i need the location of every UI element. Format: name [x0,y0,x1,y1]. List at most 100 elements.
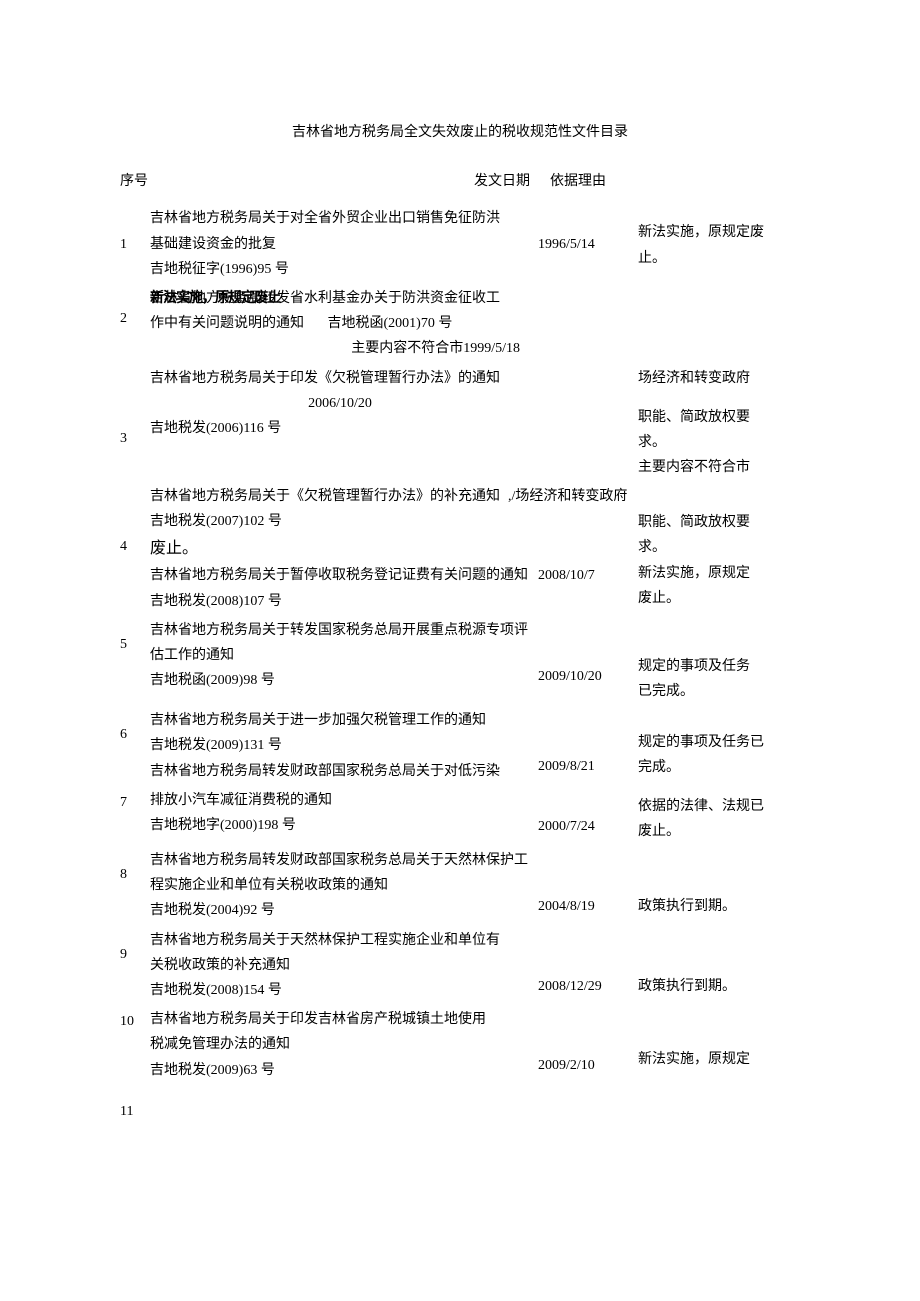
name-line: 吉林省地方税务局关于对全省外贸企业出口销售免征防洪 [150,206,530,231]
header-name: 发文日期 [150,169,550,194]
reason-line: 新法实施，原规定废 [638,220,800,245]
name-line: 程实施企业和单位有关税收政策的通知 [150,873,530,898]
mid-line: 主要内容不符合市1999/5/18 [150,336,530,361]
name-line: 吉地税地字(2000)198 号 [150,813,530,838]
overlay-line: 新法实施，原规定废止 [150,286,280,311]
row-name: 吉林省地方税务局关于印发《欠税管理暂行办法》的通知 2006/10/20 吉地税… [150,366,538,442]
row-name: 吉林省地方税务局关于转发国家税务总局开展重点税源专项评 估工作的通知 吉地税函(… [150,618,538,694]
reason-line: 求。 [638,535,800,560]
row-seq: 7 [120,788,150,815]
row-date: 1996/5/14 [538,206,638,257]
row-name: 吉林省地方税务局关于天然林保护工程实施企业和单位有 关税收政策的补充通知 吉地税… [150,928,538,1004]
row-name: 吉林省地方税务局转发省水利基金办关于防洪资金征收工 新法实施，原规定废止 作中有… [150,286,538,362]
name-line: 税减免管理办法的通知 [150,1032,530,1057]
row-date: 2008/12/29 [538,928,638,999]
date-text: 2008/10/7 [538,563,638,588]
name-line: 吉地税发(2007)102 号 [150,509,530,534]
table-row: 1 吉林省地方税务局关于对全省外贸企业出口销售免征防洪 基础建设资金的批复 吉地… [120,206,800,282]
name-line: 吉林省地方税务局关于进一步加强欠税管理工作的通知 [150,708,530,733]
name-line: 关税收政策的补充通知 [150,953,530,978]
name-line: 吉林省地方税务局关于《欠税管理暂行办法》的补充通知 [150,484,530,509]
name-line: 排放小汽车减征消费税的通知 [150,788,530,813]
table-row: 6 吉林省地方税务局关于进一步加强欠税管理工作的通知 吉地税发(2009)131… [120,708,800,784]
reason-line: 职能、简政放权要 [638,405,800,430]
row-date: 2009/10/20 [538,618,638,689]
table-header: 序号 发文日期 依据理由 [120,169,800,194]
row-reason: 场经济和转变政府 职能、简政放权要 求。 主要内容不符合市 [638,366,800,481]
reason-line: 场经济和转变政府 [638,366,800,391]
name-line: 吉林省地方税务局转发财政部国家税务总局关于对低污染 [150,759,530,784]
name-line: 吉地税发(2008)107 号 [150,589,530,614]
row-name: 吉林省地方税务局关于进一步加强欠税管理工作的通知 吉地税发(2009)131 号… [150,708,538,784]
name-line: 吉林省地方税务局关于印发《欠税管理暂行办法》的通知 [150,366,530,391]
row-reason: 依据的法律、法规已 废止。 [638,788,800,844]
reason-line: 新法实施，原规定 [638,561,800,586]
row-reason: 规定的事项及任务 已完成。 [638,618,800,704]
row-seq: 2 [120,286,150,331]
row-seq: 6 [120,708,150,747]
reason-line: 废止。 [638,586,800,611]
reason-line: 规定的事项及任务已 [638,730,800,755]
row-reason: 新法实施，原规定废 止。 [638,206,800,270]
table-row: 10 吉林省地方税务局关于印发吉林省房产税城镇土地使用 税减免管理办法的通知 吉… [120,1007,800,1083]
name-line: 吉地税发(2008)154 号 [150,978,530,1003]
row-seq: 10 [120,1007,150,1034]
row-seq: 1 [120,206,150,257]
document-title: 吉林省地方税务局全文失效废止的税收规范性文件目录 [120,120,800,145]
reason-line: 求。 [638,430,800,455]
row-seq: 5 [120,618,150,657]
name-text: 作中有关问题说明的通知 [150,316,304,331]
row-name: 吉林省地方税务局转发财政部国家税务总局关于天然林保护工 程实施企业和单位有关税收… [150,848,538,924]
name-line: 吉林省地方税务局关于转发国家税务总局开展重点税源专项评 [150,618,530,643]
row-reason: 政策执行到期。 [638,848,800,919]
row-reason: 政策执行到期。 [638,928,800,999]
row-date: 2009/8/21 [538,708,638,779]
table-row: 11 [120,1097,800,1124]
row-reason: 规定的事项及任务已 完成。 [638,708,800,780]
mid-text: 吉地税函(2001)70 号 [328,316,453,331]
name-line: 吉林省地方税务局关于天然林保护工程实施企业和单位有 [150,928,530,953]
mid-text: 主要内容不符合市 [351,341,463,356]
name-line: 吉地税发(2006)116 号 [150,416,530,441]
row-seq: 8 [120,848,150,887]
reason-line: 新法实施，原规定 [638,1047,800,1072]
header-seq: 序号 [120,169,150,194]
header-reason: 依据理由 [550,169,650,194]
name-line: 吉地税发(2009)63 号 [150,1058,530,1083]
reason-line: 已完成。 [638,679,800,704]
row-reason: 职能、简政放权要 求。 新法实施，原规定 废止。 [638,484,800,611]
table-row: 4 吉林省地方税务局关于《欠税管理暂行办法》的补充通知 吉地税发(2007)10… [120,484,800,614]
big-text: 废止。 [150,535,530,564]
row-name: 排放小汽车减征消费税的通知 吉地税地字(2000)198 号 [150,788,538,838]
name-line: 作中有关问题说明的通知 吉地税函(2001)70 号 [150,311,530,336]
row-seq: 9 [120,928,150,967]
table-row: 3 吉林省地方税务局关于印发《欠税管理暂行办法》的通知 2006/10/20 吉… [120,366,800,481]
table-row: 2 吉林省地方税务局转发省水利基金办关于防洪资金征收工 新法实施，原规定废止 作… [120,286,800,362]
name-line: 吉地税征字(1996)95 号 [150,257,530,282]
name-line: 吉林省地方税务局关于印发吉林省房产税城镇土地使用 [150,1007,530,1032]
row-reason: 新法实施，原规定 [638,1007,800,1072]
reason-line: 规定的事项及任务 [638,654,800,679]
row-seq: 3 [120,366,150,451]
row-date: 1999/5/18 [463,341,520,356]
reason-line: 止。 [638,246,800,271]
name-line: 吉林省地方税务局转发财政部国家税务总局关于天然林保护工 [150,848,530,873]
row-date: 2009/2/10 [538,1007,638,1078]
reason-line: 完成。 [638,755,800,780]
reason-line: 职能、简政放权要 [638,510,800,535]
table-row: 7 排放小汽车减征消费税的通知 吉地税地字(2000)198 号 2000/7/… [120,788,800,844]
row-date: ,/场经济和转变政府 2008/10/7 [538,484,638,588]
name-line: 吉地税发(2004)92 号 [150,898,530,923]
name-line: 吉林省地方税务局关于暂停收取税务登记证费有关问题的通知 [150,563,530,588]
row-date: 2000/7/24 [538,788,638,839]
table-row: 9 吉林省地方税务局关于天然林保护工程实施企业和单位有 关税收政策的补充通知 吉… [120,928,800,1004]
overlap-text: 吉林省地方税务局转发省水利基金办关于防洪资金征收工 新法实施，原规定废止 [150,286,530,311]
row-name: 吉林省地方税务局关于印发吉林省房产税城镇土地使用 税减免管理办法的通知 吉地税发… [150,1007,538,1083]
table-row: 8 吉林省地方税务局转发财政部国家税务总局关于天然林保护工 程实施企业和单位有关… [120,848,800,924]
row-date: 2004/8/19 [538,848,638,919]
mid-date: 2006/10/20 [150,391,530,416]
name-line: 估工作的通知 [150,643,530,668]
name-line: 吉地税发(2009)131 号 [150,733,530,758]
document-page: 吉林省地方税务局全文失效废止的税收规范性文件目录 序号 发文日期 依据理由 1 … [0,0,920,1301]
name-line: 吉地税函(2009)98 号 [150,668,530,693]
